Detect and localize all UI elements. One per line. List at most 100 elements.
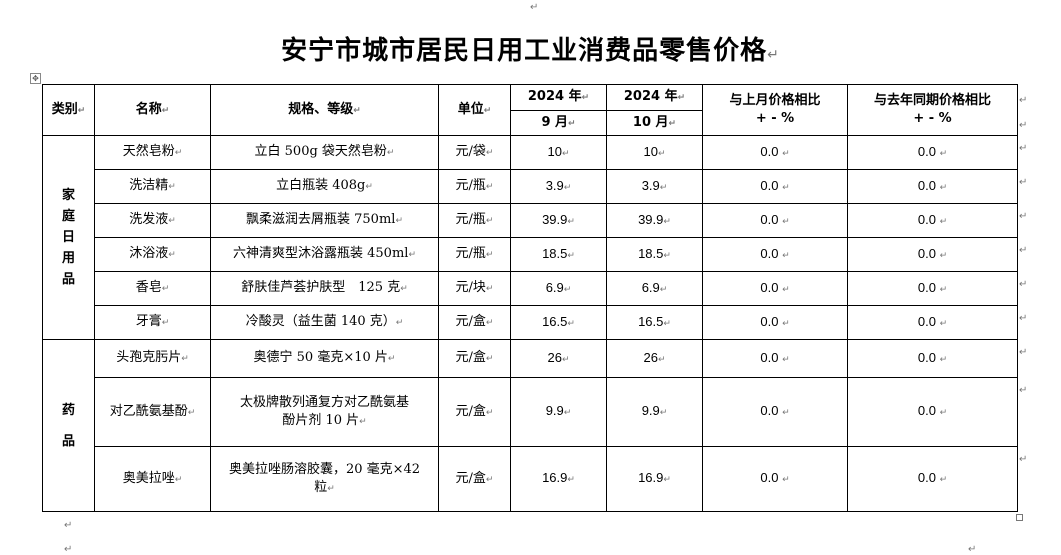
item-name: 洗洁精↵ — [94, 169, 211, 204]
change-yoy: 0.0 ↵ — [847, 203, 1018, 238]
price-sep: 18.5↵ — [510, 237, 607, 272]
change-mom: 0.0 ↵ — [702, 203, 848, 238]
change-yoy: 0.0 ↵ — [847, 135, 1018, 170]
item-unit: 元/块↵ — [438, 271, 511, 306]
price-oct: 16.5↵ — [606, 305, 703, 340]
row-end-mark: ↵ — [1019, 143, 1028, 154]
table-row: 洗洁精↵ 立白瓶装 408g↵ 元/瓶↵ 3.9↵ 3.9↵ 0.0 ↵ 0.0… — [43, 169, 1018, 204]
item-unit: 元/盒↵ — [438, 339, 511, 378]
header-year-1: 2024 年↵ — [510, 84, 607, 111]
item-name: 洗发液↵ — [94, 203, 211, 238]
header-mom: 与上月价格相比 + - % — [702, 84, 848, 136]
change-mom: 0.0 ↵ — [702, 305, 848, 340]
price-sep: 16.9↵ — [510, 446, 607, 512]
table-row: 香皂↵ 舒肤佳芦荟护肤型 125 克↵ 元/块↵ 6.9↵ 6.9↵ 0.0 ↵… — [43, 271, 1018, 306]
price-sep: 9.9↵ — [510, 377, 607, 447]
row-end-mark: ↵ — [1019, 245, 1028, 256]
header-spec: 规格、等级↵ — [210, 84, 439, 136]
item-spec: 太极牌散列通复方对乙酰氨基 酚片剂 10 片↵ — [210, 377, 439, 447]
table-row: 奥美拉唑↵ 奥美拉唑肠溶胶囊，20 毫克×42 粒↵ 元/盒↵ 16.9↵ 16.… — [43, 446, 1018, 512]
change-mom: 0.0 ↵ — [702, 339, 848, 378]
price-sep: 6.9↵ — [510, 271, 607, 306]
item-unit: 元/瓶↵ — [438, 237, 511, 272]
table-row: 洗发液↵ 飘柔滋润去屑瓶装 750ml↵ 元/瓶↵ 39.9↵ 39.9↵ 0.… — [43, 203, 1018, 238]
paragraph-mark: ↵ — [64, 520, 73, 531]
item-name: 对乙酰氨基酚↵ — [94, 377, 211, 447]
price-oct: 16.9↵ — [606, 446, 703, 512]
item-unit: 元/瓶↵ — [438, 203, 511, 238]
item-name: 香皂↵ — [94, 271, 211, 306]
header-unit: 单位↵ — [438, 84, 511, 136]
price-oct: 39.9↵ — [606, 203, 703, 238]
header-row-2: 9 月↵ 10 月↵ — [43, 110, 1018, 136]
table-row: 家庭日用品 天然皂粉↵ 立白 500g 袋天然皂粉↵ 元/袋↵ 10↵ 10↵ … — [42, 135, 1018, 340]
price-sep: 26↵ — [510, 339, 607, 378]
paragraph-mark: ↵ — [767, 47, 780, 63]
item-spec: 冷酸灵（益生菌 140 克）↵ — [210, 305, 439, 340]
price-oct: 10↵ — [606, 135, 703, 170]
category-medicine: 药品 — [42, 339, 95, 512]
table-row: 药品 头孢克肟片↵ 奥德宁 50 毫克×10 片↵ 元/盒↵ 26↵ 26↵ 0… — [42, 339, 1018, 512]
price-oct: 3.9↵ — [606, 169, 703, 204]
item-spec: 飘柔滋润去屑瓶装 750ml↵ — [210, 203, 439, 238]
price-oct: 18.5↵ — [606, 237, 703, 272]
row-end-mark: ↵ — [1019, 177, 1028, 188]
change-mom: 0.0 ↵ — [702, 237, 848, 272]
row-end-mark: ↵ — [1019, 454, 1028, 465]
change-mom: 0.0 ↵ — [702, 169, 848, 204]
item-unit: 元/盒↵ — [438, 446, 511, 512]
header-month-1: 9 月↵ — [510, 110, 607, 136]
row-end-mark: ↵ — [1019, 313, 1028, 324]
paragraph-mark: ↵ — [968, 544, 977, 555]
paragraph-mark: ↵ — [530, 2, 539, 13]
change-yoy: 0.0 ↵ — [847, 169, 1018, 204]
row-end-mark: ↵ — [1019, 347, 1028, 358]
price-sep: 10↵ — [510, 135, 607, 170]
paragraph-mark: ↵ — [64, 544, 73, 555]
item-spec: 立白 500g 袋天然皂粉↵ — [210, 135, 439, 170]
change-mom: 0.0 ↵ — [702, 271, 848, 306]
price-oct: 26↵ — [606, 339, 703, 378]
change-yoy: 0.0 ↵ — [847, 237, 1018, 272]
price-sep: 39.9↵ — [510, 203, 607, 238]
price-oct: 6.9↵ — [606, 271, 703, 306]
item-spec: 奥德宁 50 毫克×10 片↵ — [210, 339, 439, 378]
price-table: 类别↵ 名称↵ 规格、等级↵ 单位↵ 2024 年↵ 2024 年↵ 与上月价格… — [42, 84, 1018, 512]
header-yoy: 与去年同期价格相比 + - % — [847, 84, 1018, 136]
row-end-mark: ↵ — [1019, 95, 1028, 106]
item-unit: 元/袋↵ — [438, 135, 511, 170]
row-end-mark: ↵ — [1019, 279, 1028, 290]
item-name: 沐浴液↵ — [94, 237, 211, 272]
item-name: 头孢克肟片↵ — [94, 339, 211, 378]
item-spec: 立白瓶装 408g↵ — [210, 169, 439, 204]
item-unit: 元/盒↵ — [438, 377, 511, 447]
item-spec: 舒肤佳芦荟护肤型 125 克↵ — [210, 271, 439, 306]
table-row: 对乙酰氨基酚↵ 太极牌散列通复方对乙酰氨基 酚片剂 10 片↵ 元/盒↵ 9.9↵… — [43, 377, 1018, 447]
header-month-2: 10 月↵ — [606, 110, 703, 136]
header-year-2: 2024 年↵ — [606, 84, 703, 111]
item-unit: 元/盒↵ — [438, 305, 511, 340]
item-spec: 六神清爽型沐浴露瓶装 450ml↵ — [210, 237, 439, 272]
row-end-mark: ↵ — [1019, 211, 1028, 222]
change-yoy: 0.0 ↵ — [847, 271, 1018, 306]
change-mom: 0.0 ↵ — [702, 135, 848, 170]
table-row: 牙膏↵ 冷酸灵（益生菌 140 克）↵ 元/盒↵ 16.5↵ 16.5↵ 0.0… — [43, 305, 1018, 340]
header-row: 类别↵ 名称↵ 规格、等级↵ 单位↵ 2024 年↵ 2024 年↵ 与上月价格… — [42, 84, 1018, 136]
change-yoy: 0.0 ↵ — [847, 377, 1018, 447]
change-yoy: 0.0 ↵ — [847, 446, 1018, 512]
price-sep: 16.5↵ — [510, 305, 607, 340]
row-end-mark: ↵ — [1019, 385, 1028, 396]
change-mom: 0.0 ↵ — [702, 377, 848, 447]
item-name: 奥美拉唑↵ — [94, 446, 211, 512]
table-move-handle-icon[interactable]: ✥ — [30, 73, 41, 84]
table-resize-handle[interactable] — [1016, 514, 1023, 521]
item-name: 牙膏↵ — [94, 305, 211, 340]
item-name: 天然皂粉↵ — [94, 135, 211, 170]
price-sep: 3.9↵ — [510, 169, 607, 204]
header-name: 名称↵ — [94, 84, 211, 136]
price-oct: 9.9↵ — [606, 377, 703, 447]
change-mom: 0.0 ↵ — [702, 446, 848, 512]
change-yoy: 0.0 ↵ — [847, 339, 1018, 378]
row-end-mark: ↵ — [1019, 120, 1028, 131]
header-category: 类别↵ — [42, 84, 95, 136]
